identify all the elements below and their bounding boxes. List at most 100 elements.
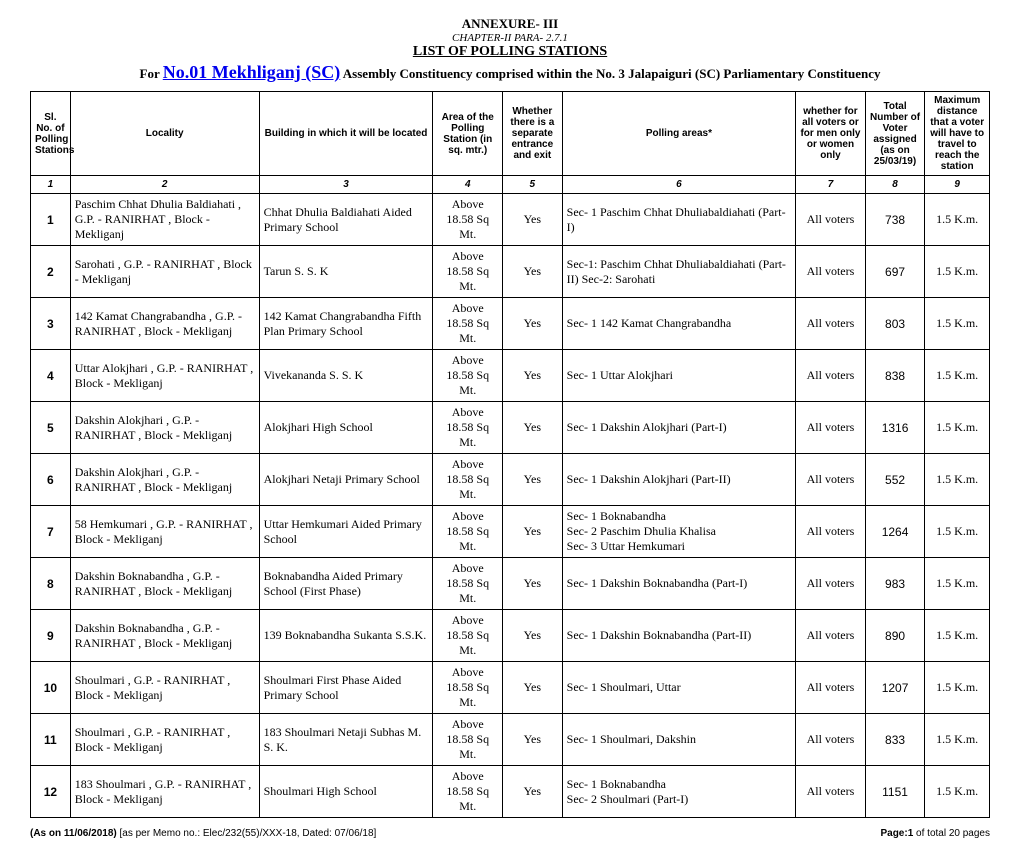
cell-slno: 7 <box>31 506 71 558</box>
cell-area: Above 18.58 Sq Mt. <box>433 558 503 610</box>
constituency-line: For No.01 Mekhliganj (SC) Assembly Const… <box>30 62 990 83</box>
col-num-2: 2 <box>70 176 259 194</box>
cell-whetherfor: All voters <box>796 454 866 506</box>
cell-voters: 1264 <box>865 506 925 558</box>
cell-separate: Yes <box>503 766 563 818</box>
col-num-8: 8 <box>865 176 925 194</box>
cell-building: Shoulmari High School <box>259 766 433 818</box>
cell-distance: 1.5 K.m. <box>925 610 990 662</box>
col-num-4: 4 <box>433 176 503 194</box>
cell-locality: Sarohati , G.P. - RANIRHAT , Block - Mek… <box>70 246 259 298</box>
table-row: 5Dakshin Alokjhari , G.P. - RANIRHAT , B… <box>31 402 990 454</box>
cell-separate: Yes <box>503 610 563 662</box>
cell-distance: 1.5 K.m. <box>925 402 990 454</box>
cell-area: Above 18.58 Sq Mt. <box>433 766 503 818</box>
col-header-locality: Locality <box>70 92 259 176</box>
cell-slno: 5 <box>31 402 71 454</box>
cell-separate: Yes <box>503 402 563 454</box>
col-num-6: 6 <box>562 176 796 194</box>
cell-slno: 6 <box>31 454 71 506</box>
cell-whetherfor: All voters <box>796 558 866 610</box>
cell-building: 183 Shoulmari Netaji Subhas M. S. K. <box>259 714 433 766</box>
constituency-link[interactable]: No.01 Mekhliganj (SC) <box>163 62 341 82</box>
cell-locality: Uttar Alokjhari , G.P. - RANIRHAT , Bloc… <box>70 350 259 402</box>
cell-slno: 9 <box>31 610 71 662</box>
cell-building: Boknabandha Aided Primary School (First … <box>259 558 433 610</box>
cell-building: Shoulmari First Phase Aided Primary Scho… <box>259 662 433 714</box>
document-header: ANNEXURE- III CHAPTER-II PARA- 2.7.1 LIS… <box>30 16 990 83</box>
chapter-ref: CHAPTER-II PARA- 2.7.1 <box>30 32 990 44</box>
cell-slno: 4 <box>31 350 71 402</box>
cell-polling: Sec- 1 Dakshin Boknabandha (Part-II) <box>562 610 796 662</box>
cell-distance: 1.5 K.m. <box>925 662 990 714</box>
cell-area: Above 18.58 Sq Mt. <box>433 714 503 766</box>
cell-whetherfor: All voters <box>796 662 866 714</box>
cell-slno: 2 <box>31 246 71 298</box>
cell-separate: Yes <box>503 714 563 766</box>
col-header-polling: Polling areas* <box>562 92 796 176</box>
cell-separate: Yes <box>503 662 563 714</box>
footer-right: Page:1 of total 20 pages <box>880 828 990 839</box>
table-row: 9Dakshin Boknabandha , G.P. - RANIRHAT ,… <box>31 610 990 662</box>
cell-distance: 1.5 K.m. <box>925 558 990 610</box>
cell-slno: 12 <box>31 766 71 818</box>
cell-building: Alokjhari High School <box>259 402 433 454</box>
cell-separate: Yes <box>503 350 563 402</box>
cell-polling: Sec- 1 Boknabandha Sec- 2 Paschim Dhulia… <box>562 506 796 558</box>
footer-left: (As on 11/06/2018) [as per Memo no.: Ele… <box>30 828 376 839</box>
cell-voters: 983 <box>865 558 925 610</box>
cell-locality: 183 Shoulmari , G.P. - RANIRHAT , Block … <box>70 766 259 818</box>
cell-area: Above 18.58 Sq Mt. <box>433 506 503 558</box>
cell-polling: Sec-1: Paschim Chhat Dhuliabaldiahati (P… <box>562 246 796 298</box>
cell-area: Above 18.58 Sq Mt. <box>433 662 503 714</box>
for-prefix: For <box>140 66 163 81</box>
cell-distance: 1.5 K.m. <box>925 246 990 298</box>
table-row: 12183 Shoulmari , G.P. - RANIRHAT , Bloc… <box>31 766 990 818</box>
table-row: 6Dakshin Alokjhari , G.P. - RANIRHAT , B… <box>31 454 990 506</box>
cell-distance: 1.5 K.m. <box>925 506 990 558</box>
cell-building: Tarun S. S. K <box>259 246 433 298</box>
cell-locality: Dakshin Boknabandha , G.P. - RANIRHAT , … <box>70 610 259 662</box>
col-header-dist: Maximum distance that a voter will have … <box>925 92 990 176</box>
col-header-separate: Whether there is a separate entrance and… <box>503 92 563 176</box>
cell-separate: Yes <box>503 298 563 350</box>
cell-whetherfor: All voters <box>796 194 866 246</box>
cell-polling: Sec- 1 Shoulmari, Uttar <box>562 662 796 714</box>
cell-polling: Sec- 1 Uttar Alokjhari <box>562 350 796 402</box>
cell-locality: Shoulmari , G.P. - RANIRHAT , Block - Me… <box>70 662 259 714</box>
cell-distance: 1.5 K.m. <box>925 766 990 818</box>
cell-voters: 833 <box>865 714 925 766</box>
cell-polling: Sec- 1 142 Kamat Changrabandha <box>562 298 796 350</box>
cell-polling: Sec- 1 Boknabandha Sec- 2 Shoulmari (Par… <box>562 766 796 818</box>
table-row: 10Shoulmari , G.P. - RANIRHAT , Block - … <box>31 662 990 714</box>
cell-building: Chhat Dhulia Baldiahati Aided Primary Sc… <box>259 194 433 246</box>
footer-memo: [as per Memo no.: Elec/232(55)/XXX-18, D… <box>120 828 377 839</box>
cell-slno: 1 <box>31 194 71 246</box>
cell-voters: 803 <box>865 298 925 350</box>
cell-locality: Dakshin Alokjhari , G.P. - RANIRHAT , Bl… <box>70 402 259 454</box>
cell-voters: 1151 <box>865 766 925 818</box>
table-row: 1Paschim Chhat Dhulia Baldiahati , G.P. … <box>31 194 990 246</box>
cell-area: Above 18.58 Sq Mt. <box>433 402 503 454</box>
table-header-row: Sl. No. of Polling Stations Locality Bui… <box>31 92 990 176</box>
cell-distance: 1.5 K.m. <box>925 350 990 402</box>
cell-distance: 1.5 K.m. <box>925 194 990 246</box>
col-num-7: 7 <box>796 176 866 194</box>
col-num-3: 3 <box>259 176 433 194</box>
table-row: 8Dakshin Boknabandha , G.P. - RANIRHAT ,… <box>31 558 990 610</box>
cell-locality: Paschim Chhat Dhulia Baldiahati , G.P. -… <box>70 194 259 246</box>
cell-polling: Sec- 1 Dakshin Alokjhari (Part-II) <box>562 454 796 506</box>
cell-distance: 1.5 K.m. <box>925 454 990 506</box>
cell-slno: 10 <box>31 662 71 714</box>
cell-separate: Yes <box>503 506 563 558</box>
for-suffix: Assembly Constituency comprised within t… <box>340 66 880 81</box>
cell-polling: Sec- 1 Shoulmari, Dakshin <box>562 714 796 766</box>
col-header-slno: Sl. No. of Polling Stations <box>31 92 71 176</box>
cell-whetherfor: All voters <box>796 714 866 766</box>
cell-whetherfor: All voters <box>796 610 866 662</box>
cell-separate: Yes <box>503 194 563 246</box>
col-num-9: 9 <box>925 176 990 194</box>
cell-polling: Sec- 1 Paschim Chhat Dhuliabaldiahati (P… <box>562 194 796 246</box>
cell-separate: Yes <box>503 558 563 610</box>
page-label: Page: <box>880 828 907 839</box>
